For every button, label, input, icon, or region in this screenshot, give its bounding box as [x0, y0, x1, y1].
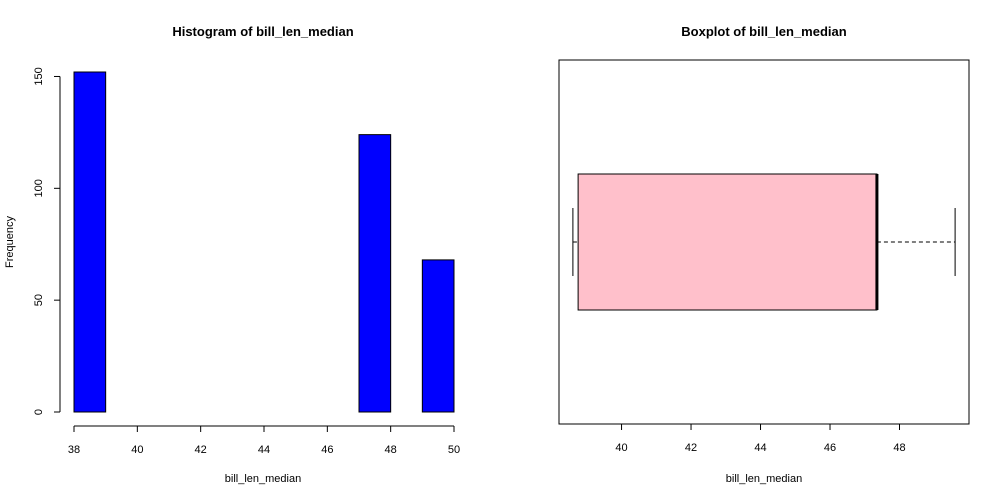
histogram-x-tick-label: 50 [448, 444, 460, 456]
histogram-x-tick-label: 40 [131, 444, 143, 456]
histogram-panel: Histogram of bill_len_median 38 40 42 44 46 4… [4, 24, 460, 485]
histogram-bar [73, 71, 107, 413]
boxplot-x-tick-label: 46 [824, 442, 836, 454]
boxplot-x-label: bill_len_median [726, 473, 802, 485]
histogram-y-axis: 0 50 100 150 [33, 67, 61, 415]
histogram-x-tick-label: 42 [195, 444, 207, 456]
histogram-x-tick-label: 46 [321, 444, 333, 456]
boxplot-x-tick-label: 44 [754, 442, 766, 454]
boxplot-elements [572, 173, 956, 311]
histogram-y-tick-label: 150 [33, 67, 45, 85]
histogram-x-tick-label: 48 [385, 444, 397, 456]
boxplot-box [577, 173, 878, 311]
histogram-bars [73, 71, 455, 413]
boxplot-x-tick-label: 48 [893, 442, 905, 454]
boxplot-x-tick-label: 40 [615, 442, 627, 454]
boxplot-x-tick-label: 42 [685, 442, 697, 454]
histogram-title: Histogram of bill_len_median [172, 24, 353, 39]
boxplot-title: Boxplot of bill_len_median [681, 24, 846, 39]
histogram-y-tick-label: 0 [33, 409, 45, 415]
histogram-y-tick-label: 100 [33, 179, 45, 197]
histogram-x-axis: 38 40 42 44 46 48 50 [68, 425, 460, 456]
histogram-bar [358, 134, 392, 413]
histogram-x-tick-label: 38 [68, 444, 80, 456]
boxplot-x-axis: 40 42 44 46 48 [615, 423, 906, 454]
histogram-y-tick-label: 50 [33, 294, 45, 306]
boxplot-panel: Boxplot of bill_len_median 40 42 44 46 48 bi… [558, 24, 970, 485]
histogram-x-label: bill_len_median [225, 473, 301, 485]
histogram-bar [421, 259, 455, 413]
histogram-x-tick-label: 44 [258, 444, 270, 456]
histogram-y-label: Frequency [4, 216, 16, 268]
